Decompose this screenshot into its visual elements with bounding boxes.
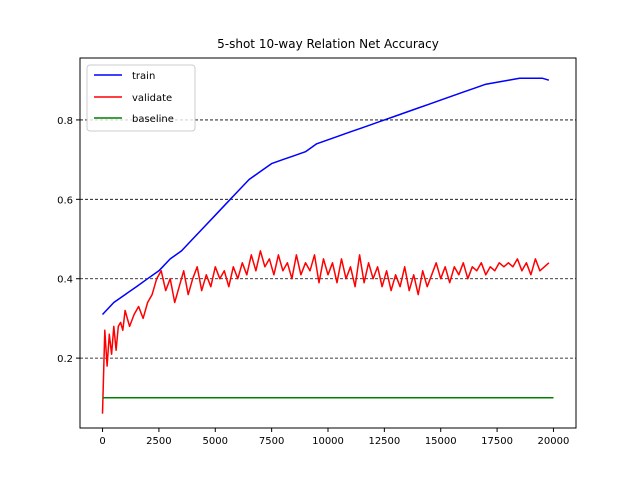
chart-title: 5-shot 10-way Relation Net Accuracy — [217, 37, 439, 51]
y-tick-label: 0.8 — [57, 116, 73, 127]
legend-frame — [86, 64, 196, 132]
x-tick-label: 15000 — [425, 436, 457, 447]
legend-label-train: train — [132, 71, 155, 82]
series-layer — [101, 77, 554, 414]
x-tick-label: 20000 — [538, 436, 570, 447]
y-tick-label: 0.6 — [57, 195, 73, 206]
x-tick-label: 0 — [99, 436, 105, 447]
x-tick-label: 7500 — [259, 436, 284, 447]
legend: train validate baseline — [86, 64, 196, 132]
x-tick-label: 17500 — [481, 436, 513, 447]
x-tick-label: 2500 — [146, 436, 171, 447]
legend-label-validate: validate — [132, 93, 172, 104]
legend-label-baseline: baseline — [132, 114, 174, 125]
y-tick-label: 0.4 — [57, 275, 73, 286]
series-line-validate — [101, 250, 550, 414]
x-tick-label: 5000 — [203, 436, 228, 447]
x-tick-label: 12500 — [368, 436, 400, 447]
y-tick-label: 0.2 — [57, 354, 73, 365]
y-axis: 0.2 0.4 0.6 0.8 — [57, 116, 80, 365]
x-axis: 0 2500 5000 7500 10000 12500 15000 17500 20000 — [99, 428, 569, 447]
series-line-train — [101, 77, 550, 316]
x-tick-label: 10000 — [312, 436, 344, 447]
